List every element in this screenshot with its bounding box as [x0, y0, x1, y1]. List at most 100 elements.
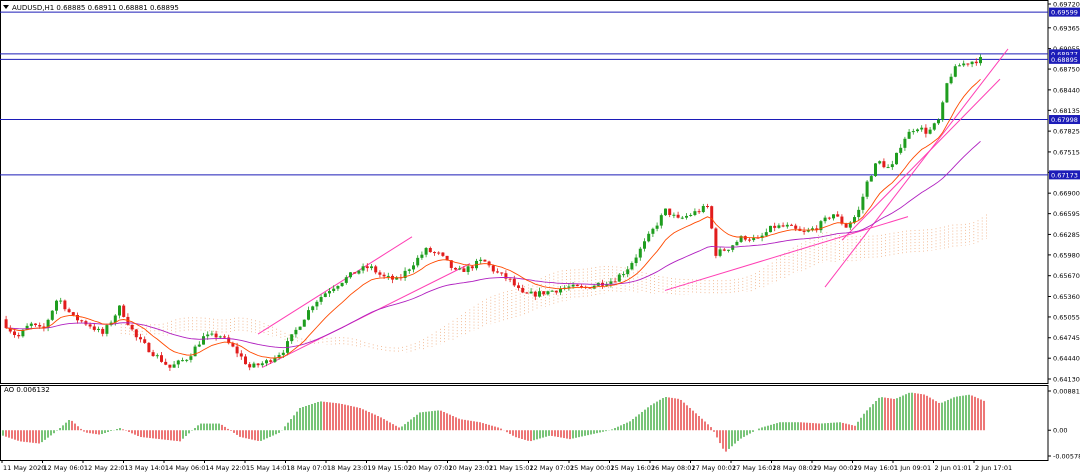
candle-body — [298, 326, 302, 330]
chevron-down-icon[interactable] — [3, 5, 9, 9]
candle-body — [357, 270, 361, 274]
candle-body — [470, 266, 474, 269]
candle-body — [802, 230, 806, 232]
candle-body — [260, 363, 264, 366]
candle-body — [67, 309, 71, 313]
candle-body — [886, 167, 890, 169]
candle-body — [25, 325, 29, 330]
candle-body — [903, 138, 907, 148]
candle-body — [748, 239, 751, 241]
candle-body — [785, 224, 789, 227]
candle-body — [811, 228, 814, 230]
y-tick-label: 0.65670 — [1053, 272, 1080, 280]
candle-body — [449, 260, 453, 268]
y-tick-label: 0.67515 — [1053, 148, 1080, 156]
x-tick-label: 13 May 14:01 — [125, 464, 170, 472]
y-tick-label: 0.68135 — [1053, 107, 1080, 115]
candle-body — [55, 300, 58, 311]
candle-body — [139, 337, 142, 340]
candle-body — [441, 252, 445, 256]
trend-line[interactable] — [664, 216, 909, 291]
candle-body — [122, 305, 126, 317]
candle-body — [546, 291, 550, 295]
candle-body — [647, 233, 651, 242]
candle-body — [638, 248, 642, 258]
candle-body — [63, 300, 67, 310]
candle-body — [924, 127, 928, 134]
x-tick-label: 25 May 00:01 — [570, 464, 615, 472]
candle-body — [8, 327, 12, 332]
candle-body — [622, 274, 625, 276]
candle-body — [407, 269, 411, 271]
candle-body — [777, 225, 781, 228]
candle-body — [424, 248, 428, 255]
candle-body — [118, 305, 121, 316]
candle-body — [134, 329, 138, 338]
price-tag-label: 0.68977 — [1051, 50, 1078, 58]
candle-body — [878, 161, 882, 164]
candle-body — [500, 272, 504, 274]
candle-body — [932, 123, 936, 130]
candle-body — [752, 237, 756, 241]
x-tick-label: 29 May 00:01 — [813, 464, 858, 472]
candle-body — [966, 63, 970, 65]
trend-line[interactable] — [824, 48, 1009, 288]
candle-body — [643, 241, 646, 249]
candle-body — [521, 287, 525, 293]
candle-body — [823, 217, 827, 222]
candle-body — [273, 357, 277, 362]
candle-body — [286, 341, 289, 353]
candle-body — [911, 131, 915, 133]
candle-body — [937, 119, 940, 124]
candle-body — [269, 360, 273, 362]
trend-line[interactable] — [841, 78, 1001, 241]
candle-body — [722, 249, 726, 251]
candle-body — [210, 333, 214, 335]
slow-moving-average — [6, 140, 981, 349]
candle-body — [491, 265, 495, 272]
x-tick-label: 12 May 22:01 — [84, 464, 129, 472]
candle-body — [672, 214, 676, 216]
candle-body — [827, 217, 831, 219]
candle-body — [214, 333, 218, 338]
y-tick-label: 0.68750 — [1053, 66, 1080, 74]
y-tick-label: 0.69365 — [1053, 24, 1080, 32]
candle-body — [685, 215, 688, 218]
x-tick-label: 14 May 06:01 — [165, 464, 210, 472]
candle-body — [958, 65, 961, 67]
candle-body — [147, 342, 151, 353]
price-panel: 0.69720 0.69365 0.69055 0.68750 0.68440 0.681… — [0, 0, 1080, 384]
candle-body — [865, 181, 869, 197]
symbol-header: AUDUSD,H1 0.68885 0.68911 0.68881 0.6889… — [12, 4, 179, 12]
candle-body — [844, 223, 848, 228]
x-tick-label: 27 May 16:01 — [732, 464, 777, 472]
candle-body — [71, 312, 75, 315]
candle-body — [13, 331, 16, 336]
candle-body — [445, 255, 449, 261]
candle-body — [840, 216, 844, 224]
candle-body — [533, 291, 537, 297]
candle-body — [29, 323, 33, 326]
candle-body — [769, 225, 772, 233]
candle-body — [403, 270, 407, 278]
candle-body — [605, 284, 609, 286]
trend-line[interactable] — [261, 263, 471, 369]
candle-body — [176, 360, 180, 365]
candle-body — [294, 329, 298, 335]
candle-body — [420, 254, 424, 258]
candle-body — [890, 164, 894, 168]
x-tick-label: 18 May 23:01 — [327, 464, 372, 472]
x-tick-label: 29 May 16:01 — [854, 464, 899, 472]
candle-body — [244, 356, 247, 365]
candle-body — [487, 261, 491, 266]
candle-body — [323, 293, 327, 297]
x-tick-label: 15 May 14:01 — [246, 464, 291, 472]
y-tick-label: 0.65055 — [1053, 313, 1080, 321]
candle-body — [80, 320, 84, 322]
trend-line[interactable] — [257, 236, 413, 335]
candle-body — [370, 266, 373, 269]
candle-body — [701, 206, 705, 213]
y-tick-label: 0.66900 — [1053, 190, 1080, 198]
